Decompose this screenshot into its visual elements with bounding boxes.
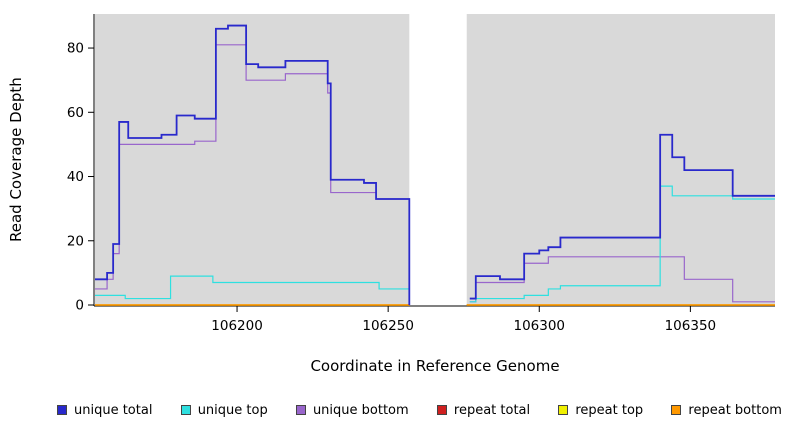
y-tick-label: 40 bbox=[67, 169, 84, 185]
y-tick-label: 0 bbox=[75, 298, 84, 314]
legend-item-repeat-top: repeat top bbox=[558, 403, 643, 418]
legend-item-repeat-bottom: repeat bottom bbox=[671, 403, 782, 418]
legend-label-repeat-total: repeat total bbox=[453, 402, 531, 418]
y-axis-title: Read Coverage Depth bbox=[7, 77, 25, 242]
legend-label-unique-bottom: unique bottom bbox=[312, 402, 409, 418]
x-tick-label: 106200 bbox=[211, 318, 263, 334]
y-tick-label: 60 bbox=[67, 105, 84, 121]
legend-item-unique-top: unique top bbox=[180, 402, 268, 418]
plot-svg: 106200 106250 106300 106350 0 20 40 60 80 bbox=[67, 14, 775, 334]
legend-item-unique-total: unique total bbox=[57, 403, 152, 418]
legend-label-repeat-top: repeat top bbox=[575, 402, 644, 418]
legend-item-unique-bottom: unique bottom bbox=[295, 402, 409, 418]
legend-label-unique-total: unique total bbox=[74, 402, 153, 418]
series-line-unique-total bbox=[95, 24, 411, 305]
series-line-unique-total bbox=[469, 133, 775, 300]
legend-swatch-unique-bottom bbox=[295, 405, 306, 415]
legend-swatch-unique-top bbox=[180, 405, 191, 415]
legend-label-repeat-bottom: repeat bottom bbox=[688, 402, 782, 418]
x-axis-title: Coordinate in Reference Genome bbox=[310, 357, 560, 375]
x-tick-label: 106300 bbox=[513, 318, 565, 334]
legend-label-unique-top: unique top bbox=[197, 402, 268, 418]
x-tick-label: 106350 bbox=[665, 318, 717, 334]
legend-swatch-repeat-bottom bbox=[671, 405, 682, 415]
series-line-unique-top bbox=[469, 185, 775, 303]
legend-swatch-repeat-top bbox=[558, 405, 569, 415]
legend: unique total unique top unique bottom re… bbox=[0, 399, 792, 421]
x-tick-label: 106250 bbox=[362, 318, 414, 334]
legend-swatch-repeat-total bbox=[436, 405, 447, 415]
y-tick-label: 80 bbox=[67, 41, 84, 57]
series-line-unique-top bbox=[95, 275, 410, 305]
y-tick-label: 20 bbox=[67, 233, 84, 249]
legend-swatch-unique-total bbox=[57, 405, 67, 415]
legend-item-repeat-total: repeat total bbox=[436, 402, 531, 418]
coverage-gap-region bbox=[409, 14, 467, 305]
